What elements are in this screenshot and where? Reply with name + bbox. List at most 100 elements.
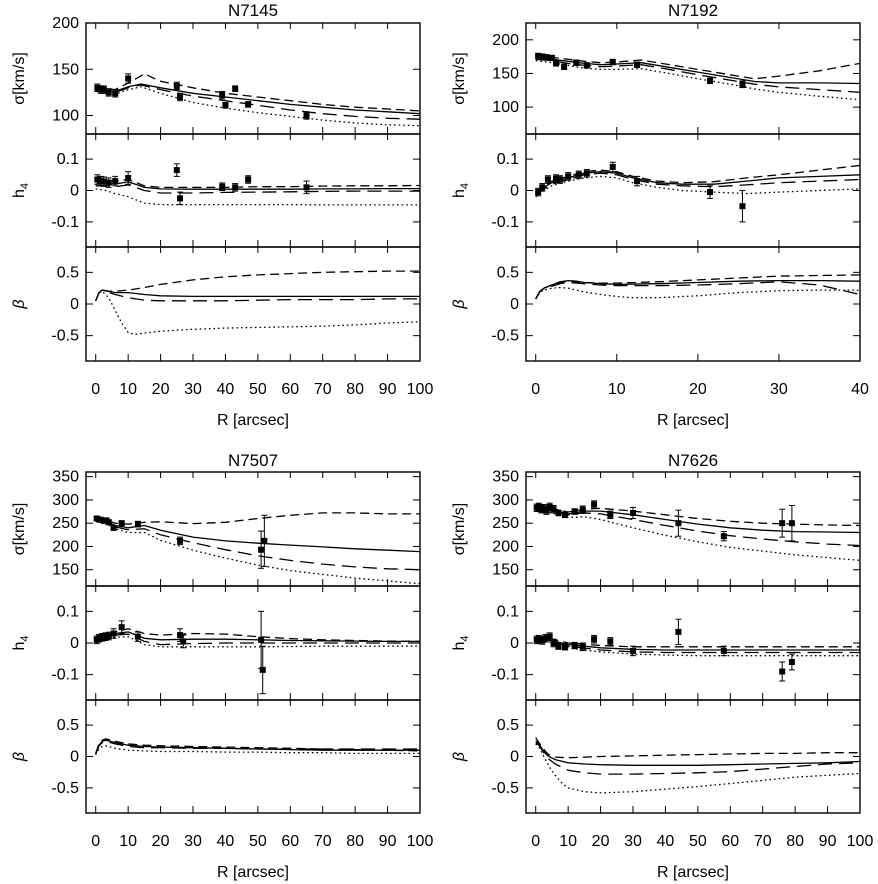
data-point [105, 633, 112, 640]
data-point [557, 176, 564, 183]
panel-content [535, 737, 860, 794]
model-line-dashed-long [95, 518, 420, 571]
y-tick-label: 200 [52, 15, 79, 32]
data-point [575, 171, 582, 178]
panel-frame [525, 471, 861, 587]
data-point [609, 59, 616, 66]
y-tick-label: 0.1 [57, 603, 79, 620]
data-point [573, 59, 580, 66]
data-point [707, 189, 714, 196]
data-point [779, 668, 786, 675]
y-axis-label-sub: 4 [459, 635, 471, 641]
model-line-dashed-short [95, 628, 420, 643]
y-tick-label: 0 [70, 183, 79, 200]
data-point [112, 90, 119, 97]
model-line-dashed-long [535, 742, 860, 775]
data-point [544, 176, 551, 183]
y-tick-label: 0 [510, 749, 519, 766]
y-tick-label: 0 [70, 749, 79, 766]
data-point [542, 635, 549, 642]
data-point [550, 506, 557, 513]
data-point [100, 86, 107, 93]
data-point [561, 511, 568, 518]
panel-content [535, 161, 860, 223]
y-tick-label: 100 [52, 108, 79, 125]
data-point [245, 101, 252, 108]
x-tick-label: 80 [786, 833, 804, 850]
model-line-solid [535, 638, 860, 651]
x-tick-label: 40 [851, 381, 869, 398]
y-tick-label: 0.1 [497, 603, 519, 620]
x-tick-label: 0 [531, 381, 540, 398]
data-point [125, 174, 132, 181]
data-point [630, 647, 637, 654]
x-tick-label: 80 [346, 381, 364, 398]
data-point [118, 624, 125, 631]
y-axis-label-main: h [451, 189, 468, 198]
y-tick-label: 0.5 [497, 717, 519, 734]
y-tick-label: 350 [52, 469, 79, 486]
data-point [177, 195, 184, 202]
y-axis-label: h4 [451, 183, 471, 198]
data-point [630, 509, 637, 516]
data-point [259, 666, 266, 673]
panel-content [93, 610, 420, 695]
data-point [94, 176, 101, 183]
data-point [173, 82, 180, 89]
data-point [134, 521, 141, 528]
y-axis-label: σ[km/s] [451, 52, 468, 105]
data-point [258, 546, 265, 553]
x-axis-label: R [arcsec] [657, 412, 729, 429]
y-tick-label: 0 [510, 296, 519, 313]
y-tick-label: 350 [492, 469, 519, 486]
y-tick-label: 0.1 [57, 151, 79, 168]
y-tick-label: 250 [52, 515, 79, 532]
y-tick-label: 0 [70, 296, 79, 313]
model-line-solid [95, 83, 420, 115]
data-point [561, 63, 568, 70]
data-point [634, 178, 641, 185]
panel-beta: -0.5 0 0.5 β [11, 699, 421, 814]
panel-content [93, 512, 420, 585]
y-axis-label: σ[km/s] [11, 503, 28, 556]
y-tick-label: -0.5 [51, 780, 79, 797]
data-point [579, 643, 586, 650]
y-tick-label: 250 [492, 515, 519, 532]
data-point [180, 638, 187, 645]
y-tick-label: -0.5 [51, 328, 79, 345]
y-tick-label: 0 [510, 635, 519, 652]
x-axis-label: R [arcsec] [217, 864, 289, 881]
panel-content [94, 73, 420, 127]
model-line-solid [535, 740, 860, 766]
y-tick-label: -0.1 [491, 667, 519, 684]
data-point [134, 633, 141, 640]
x-tick-label: 90 [379, 833, 397, 850]
model-line-dashed-long [95, 633, 420, 646]
x-tick-label: 60 [721, 833, 739, 850]
model-line-dotted [95, 290, 420, 336]
data-point [539, 53, 546, 60]
data-point [232, 184, 239, 191]
y-axis-label-sub: 4 [19, 183, 31, 189]
y-axis-label: β [11, 752, 28, 762]
y-tick-label: 0 [510, 183, 519, 200]
y-axis-label: h4 [11, 635, 31, 650]
x-tick-label: 20 [152, 381, 170, 398]
data-point [535, 636, 542, 643]
panel-sigma: 150 200 250 300 350 σ[km/s] [11, 469, 421, 587]
data-point [548, 54, 555, 61]
data-point [561, 643, 568, 650]
data-point [258, 636, 265, 643]
data-point [303, 112, 310, 119]
data-point [739, 203, 746, 210]
x-tick-label: 10 [608, 381, 626, 398]
data-point [125, 75, 132, 82]
chart-n7192: N7192100150200σ[km/s]-0.100.1h4-0.500.5β… [451, 1, 869, 429]
data-point [571, 642, 578, 649]
data-point [555, 643, 562, 650]
chart-n7626: N7626150200250300350σ[km/s]-0.100.1h4-0.… [451, 451, 873, 881]
panel-beta: -0.5 0 0.5 β [451, 246, 861, 362]
x-tick-label: 40 [657, 833, 675, 850]
y-tick-label: -0.5 [491, 328, 519, 345]
model-line-dotted [535, 743, 860, 794]
